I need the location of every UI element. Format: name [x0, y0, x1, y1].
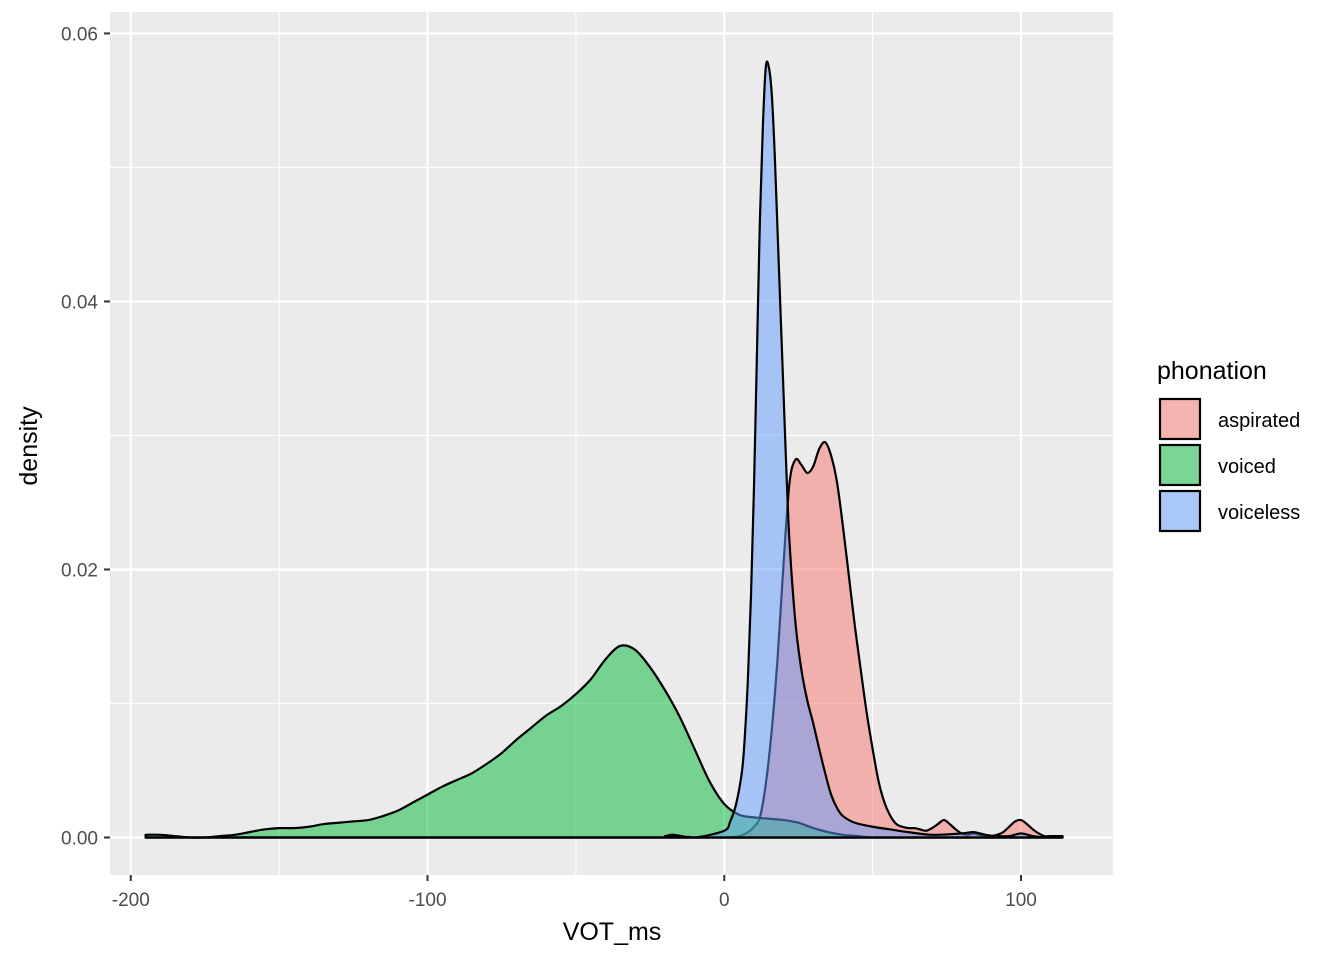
legend-label-voiceless: voiceless — [1218, 502, 1300, 524]
legend-label-aspirated: aspirated — [1218, 410, 1300, 432]
legend-items: aspirated voiced voiceless — [1158, 397, 1300, 533]
density-areas — [144, 60, 1064, 839]
y-tick-label: 0.04 — [61, 292, 98, 313]
y-axis-title: density — [15, 406, 43, 486]
legend: phonation aspirated voiced voiceless — [1157, 357, 1300, 533]
x-tick-label: 0 — [719, 890, 730, 911]
y-tick-label: 0.00 — [61, 828, 98, 849]
legend-title: phonation — [1157, 357, 1267, 385]
legend-label-voiced: voiced — [1218, 456, 1276, 478]
y-tick-label: 0.06 — [61, 24, 98, 45]
legend-key-voiceless — [1158, 489, 1202, 533]
legend-key-voiced — [1158, 443, 1202, 487]
y-tick-label: 0.02 — [61, 560, 98, 581]
density-area-voiceless — [144, 60, 1064, 839]
legend-key-aspirated — [1158, 397, 1202, 441]
x-axis-title: VOT_ms — [563, 918, 662, 946]
x-tick-label: 100 — [1005, 890, 1037, 911]
x-tick-label: -200 — [112, 890, 150, 911]
x-tick-label: -100 — [409, 890, 447, 911]
axes: -200 -100 0 100 0.00 0.02 0.04 0.06 — [61, 24, 1037, 911]
